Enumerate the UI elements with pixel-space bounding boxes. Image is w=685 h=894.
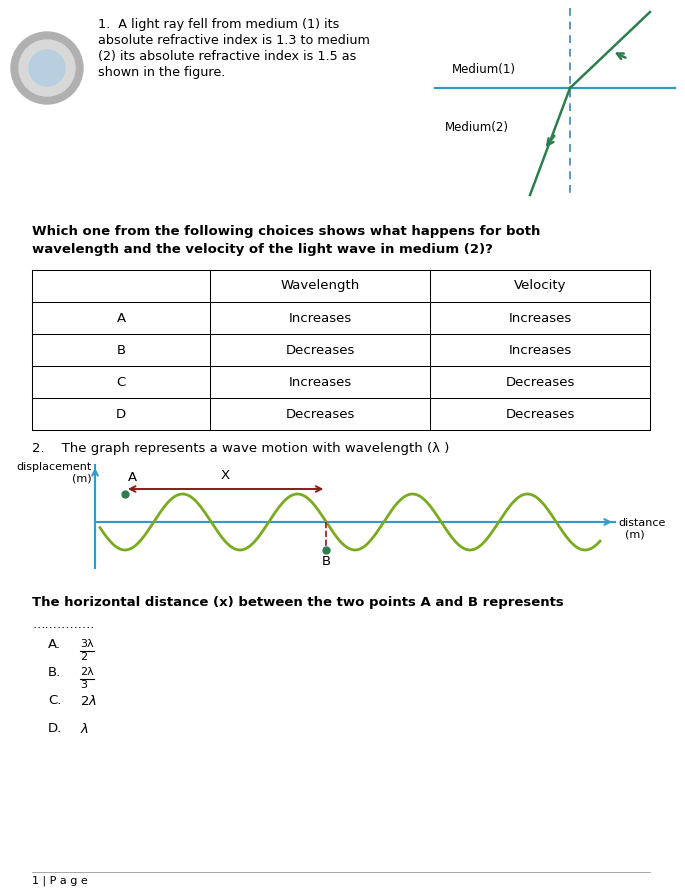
- Text: Decreases: Decreases: [506, 408, 575, 420]
- Text: (2) its absolute refractive index is 1.5 as: (2) its absolute refractive index is 1.5…: [98, 50, 356, 63]
- Text: 1.  A light ray fell from medium (1) its: 1. A light ray fell from medium (1) its: [98, 18, 339, 31]
- Text: Decreases: Decreases: [286, 408, 355, 420]
- Text: C.: C.: [48, 694, 62, 707]
- Circle shape: [29, 50, 65, 86]
- Text: displacement
    (m): displacement (m): [16, 462, 92, 484]
- Text: Increases: Increases: [288, 375, 351, 389]
- Text: 3λ: 3λ: [80, 639, 94, 649]
- Text: 1 | P a g e: 1 | P a g e: [32, 876, 88, 887]
- Text: Velocity: Velocity: [514, 280, 566, 292]
- Text: shown in the figure.: shown in the figure.: [98, 66, 225, 79]
- Circle shape: [19, 40, 75, 96]
- Text: Increases: Increases: [508, 343, 571, 357]
- Text: 2$\lambda$: 2$\lambda$: [80, 694, 97, 708]
- Circle shape: [11, 32, 83, 104]
- Text: Medium(1): Medium(1): [452, 63, 516, 77]
- Text: Decreases: Decreases: [506, 375, 575, 389]
- Text: 2.    The graph represents a wave motion with wavelength (λ ): 2. The graph represents a wave motion wi…: [32, 442, 449, 455]
- Text: A: A: [116, 311, 125, 325]
- Text: 3: 3: [80, 680, 87, 690]
- Text: A: A: [128, 471, 137, 484]
- Text: ……………: ……………: [32, 618, 95, 631]
- Text: A.: A.: [48, 638, 61, 651]
- Text: B: B: [116, 343, 125, 357]
- Text: Which one from the following choices shows what happens for both
wavelength and : Which one from the following choices sho…: [32, 225, 540, 257]
- Text: Wavelength: Wavelength: [280, 280, 360, 292]
- Text: distance
  (m): distance (m): [618, 518, 665, 540]
- Text: absolute refractive index is 1.3 to medium: absolute refractive index is 1.3 to medi…: [98, 34, 370, 47]
- Text: $\lambda$: $\lambda$: [80, 722, 89, 736]
- Text: Decreases: Decreases: [286, 343, 355, 357]
- Text: Medium(2): Medium(2): [445, 122, 509, 134]
- Text: Increases: Increases: [508, 311, 571, 325]
- Text: D.: D.: [48, 722, 62, 735]
- Text: C: C: [116, 375, 125, 389]
- Text: B: B: [322, 555, 331, 568]
- Text: Increases: Increases: [288, 311, 351, 325]
- Text: 2λ: 2λ: [80, 667, 94, 677]
- Text: D: D: [116, 408, 126, 420]
- Text: B.: B.: [48, 666, 61, 679]
- Text: 2: 2: [80, 652, 87, 662]
- Text: X: X: [221, 469, 230, 482]
- Text: The horizontal distance (x) between the two points A and B represents: The horizontal distance (x) between the …: [32, 596, 564, 609]
